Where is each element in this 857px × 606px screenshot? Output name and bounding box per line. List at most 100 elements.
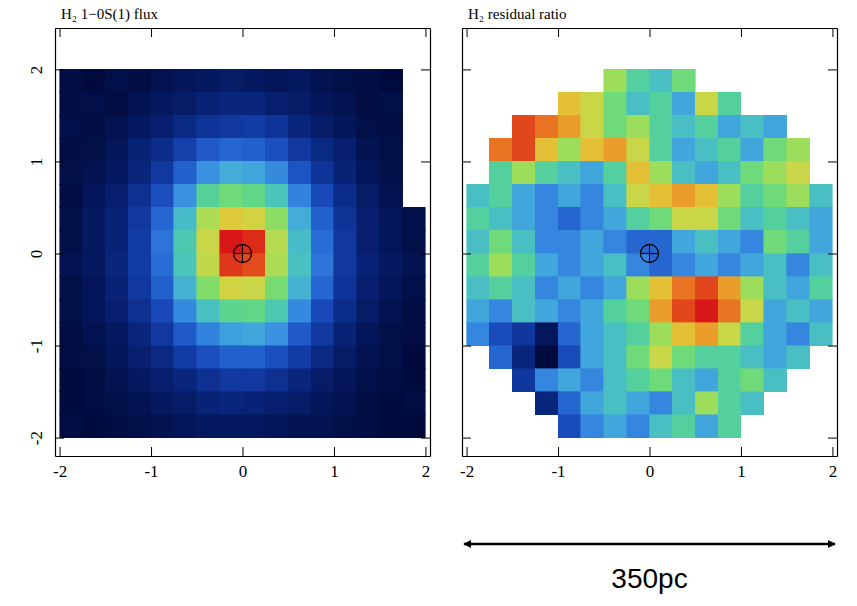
heat-cell: [741, 323, 764, 346]
heat-cell: [311, 115, 334, 138]
tick: [151, 28, 152, 37]
scale-arrow: [464, 543, 835, 546]
heat-cell: [357, 230, 380, 253]
heat-cell: [60, 369, 83, 392]
heat-cell: [581, 415, 604, 438]
heat-cell: [581, 277, 604, 300]
heat-cell: [718, 115, 741, 138]
heat-cell: [311, 184, 334, 207]
tick-label: -2: [460, 462, 474, 481]
heat-cell: [650, 346, 673, 369]
tick-mark: [650, 28, 651, 37]
heat-cell: [265, 69, 288, 92]
heat-cell: [60, 346, 83, 369]
heat-cell: [604, 207, 627, 230]
heat-cell: [741, 230, 764, 253]
heat-cell: [82, 184, 105, 207]
heat-cell: [128, 69, 151, 92]
heat-cell: [787, 184, 810, 207]
heat-cell: [243, 161, 266, 184]
heat-cell: [627, 184, 650, 207]
tick: [828, 161, 837, 162]
heat-cell: [220, 92, 243, 115]
heat-cell: [82, 415, 105, 438]
tick: 2: [422, 447, 431, 481]
heat-cell: [380, 277, 403, 300]
tick: [462, 438, 471, 439]
heat-cell: [764, 138, 787, 161]
heat-cell: [489, 323, 512, 346]
heat-cell: [128, 161, 151, 184]
heat-cell: [650, 277, 673, 300]
heat-cell: [558, 207, 581, 230]
heat-cell: [334, 323, 357, 346]
heat-cell: [151, 415, 174, 438]
heat-cell: [764, 277, 787, 300]
heat-cell: [243, 323, 266, 346]
heat-cell: [558, 184, 581, 207]
heat-cell: [174, 230, 197, 253]
heat-cell: [627, 346, 650, 369]
heat-cell: [197, 415, 220, 438]
heat-cell: [128, 300, 151, 323]
heat-cell: [695, 323, 718, 346]
heat-cell: [174, 346, 197, 369]
heat-cell: [311, 69, 334, 92]
heat-cell: [60, 184, 83, 207]
heat-cell: [243, 277, 266, 300]
panel-title: H₂ residual ratio: [468, 6, 567, 22]
heat-cell: [243, 300, 266, 323]
heat-cell: [489, 254, 512, 277]
nucleus: [641, 245, 659, 263]
heat-cell: [243, 207, 266, 230]
heat-cell: [741, 392, 764, 415]
heat-cell: [334, 277, 357, 300]
tick-mark: [741, 447, 742, 456]
tick: [421, 254, 430, 255]
heat-cell: [650, 138, 673, 161]
heat-cell: [695, 184, 718, 207]
heat-cell: [581, 161, 604, 184]
tick: [462, 254, 471, 255]
heat-cell: [105, 346, 128, 369]
heat-cell: [197, 92, 220, 115]
heat-cell: [764, 323, 787, 346]
panel: -2-1012H₂ residual ratio350pc: [460, 6, 838, 594]
heat-cell: [718, 415, 741, 438]
heat-cell: [764, 184, 787, 207]
plot-background: [462, 28, 837, 456]
heat-cell: [105, 207, 128, 230]
heat-cell: [672, 92, 695, 115]
heat-cell: [220, 346, 243, 369]
tick-mark: [832, 28, 833, 37]
heat-cell: [357, 184, 380, 207]
axis-line: [463, 456, 838, 457]
tick-mark: [55, 346, 64, 347]
heat-cell: [151, 138, 174, 161]
heat-cell: [60, 138, 83, 161]
heat-cell: [151, 254, 174, 277]
tick: [828, 438, 837, 439]
heat-cell: [787, 161, 810, 184]
heat-cell: [128, 184, 151, 207]
heat-cell: [288, 115, 311, 138]
x-axis-top: [463, 28, 838, 37]
heat-cell: [627, 92, 650, 115]
heat-cell: [403, 300, 426, 323]
heat-cell: [627, 392, 650, 415]
heat-cell: [764, 369, 787, 392]
axis-line: [55, 29, 56, 457]
y-axis: -2-1012: [27, 29, 64, 457]
heat-cell: [151, 277, 174, 300]
heat-cell: [627, 115, 650, 138]
tick-label: -2: [53, 462, 67, 481]
heat-cell: [105, 115, 128, 138]
heat-cell: [220, 277, 243, 300]
heat-cell: [197, 184, 220, 207]
heat-cell: [197, 277, 220, 300]
heat-cell: [558, 92, 581, 115]
heat-cell: [334, 115, 357, 138]
heat-cell: [467, 300, 490, 323]
heat-cell: [718, 161, 741, 184]
heat-cell: [627, 207, 650, 230]
